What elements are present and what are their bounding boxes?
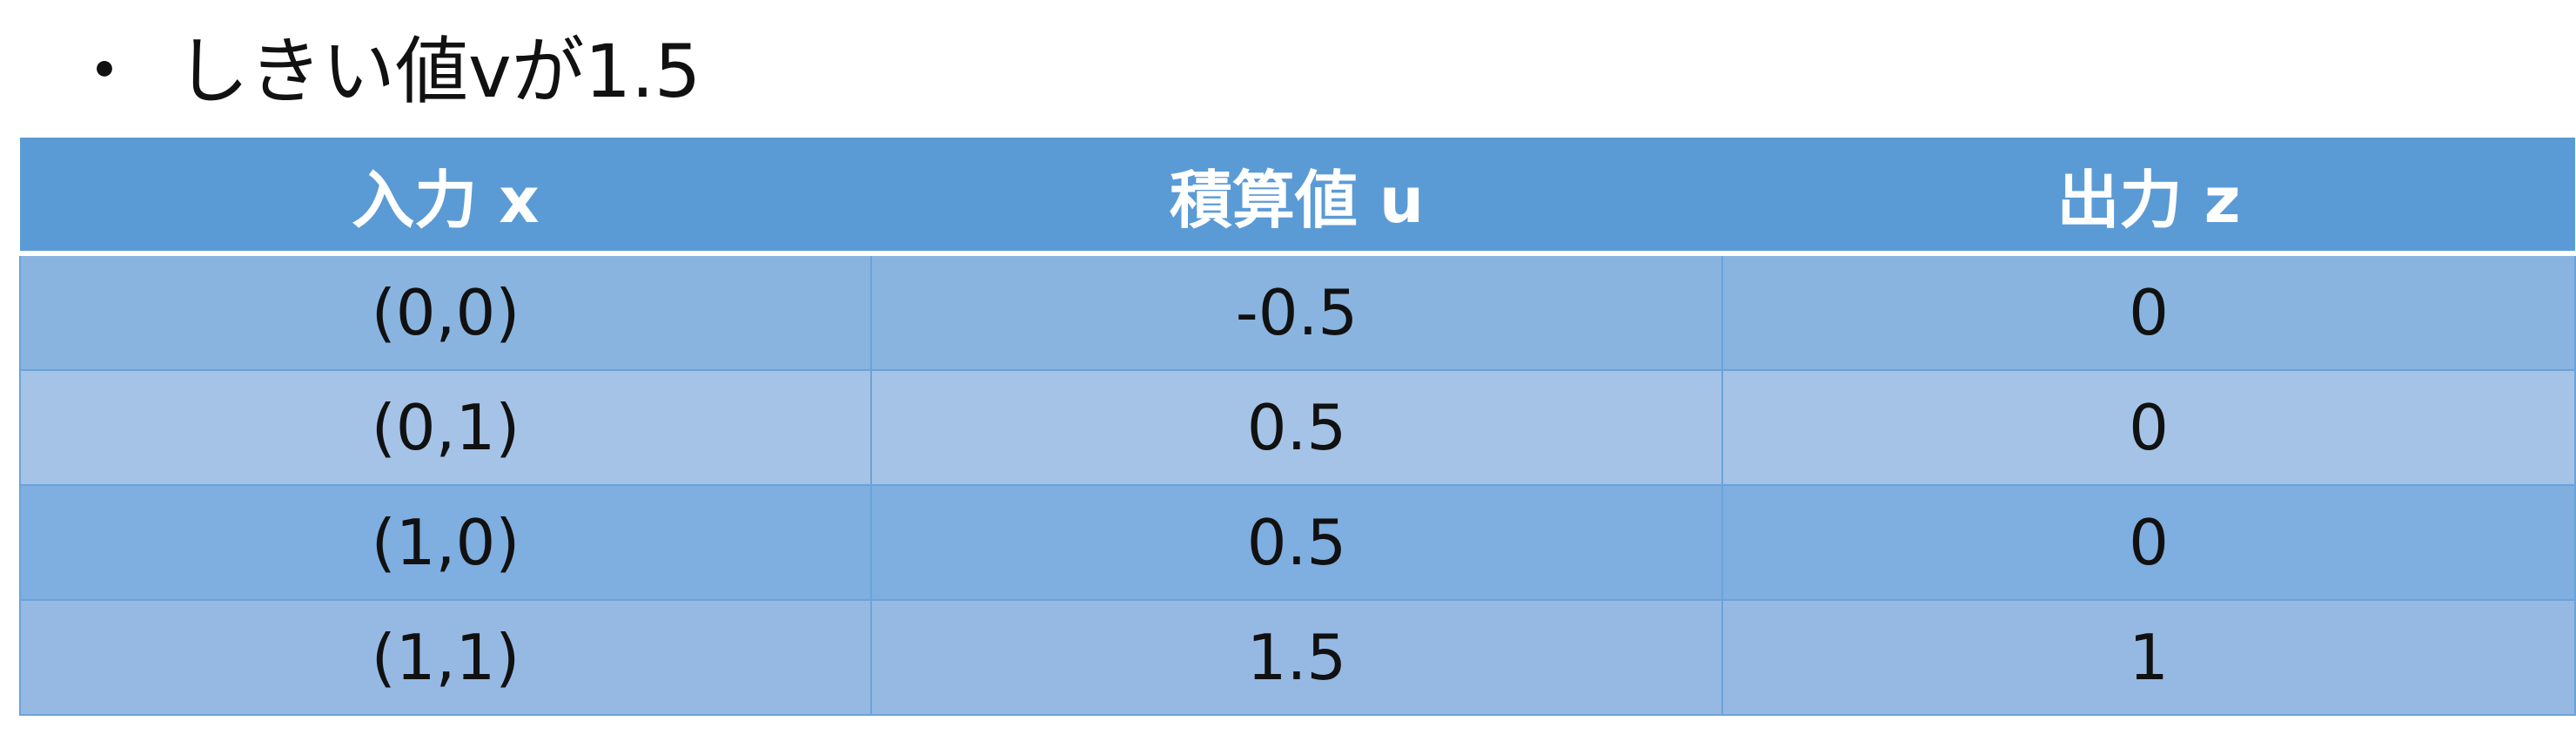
cell-output: 0 <box>1721 369 2576 486</box>
cell-output: 0 <box>1721 484 2576 601</box>
table-header-row: 入力 x 積算値 u 出力 z <box>20 138 2575 256</box>
cell-input: (1,1) <box>19 599 872 716</box>
cell-output: 0 <box>1721 253 2576 371</box>
cell-input: (0,0) <box>19 253 872 371</box>
header-output-z: 出力 z <box>1722 138 2575 256</box>
truth-table: 入力 x 積算値 u 出力 z (0,0) -0.5 0 (0,1) 0.5 0… <box>19 138 2576 716</box>
cell-accumulated: 0.5 <box>870 484 1723 601</box>
cell-accumulated: -0.5 <box>870 253 1723 371</box>
table-row: (0,0) -0.5 0 <box>19 253 2576 371</box>
page-title: ・ しきい値vが1.5 <box>68 19 701 124</box>
table-row: (1,0) 0.5 0 <box>19 484 2576 601</box>
cell-accumulated: 0.5 <box>870 369 1723 486</box>
cell-accumulated: 1.5 <box>870 599 1723 716</box>
cell-input: (0,1) <box>19 369 872 486</box>
table-row: (1,1) 1.5 1 <box>19 599 2576 716</box>
title-text: しきい値vが1.5 <box>176 29 701 114</box>
table-row: (0,1) 0.5 0 <box>19 369 2576 486</box>
header-input-x: 入力 x <box>20 138 871 256</box>
bullet-dot: ・ <box>68 29 142 114</box>
cell-input: (1,0) <box>19 484 872 601</box>
header-accumulated-u: 積算値 u <box>871 138 1722 256</box>
cell-output: 1 <box>1721 599 2576 716</box>
